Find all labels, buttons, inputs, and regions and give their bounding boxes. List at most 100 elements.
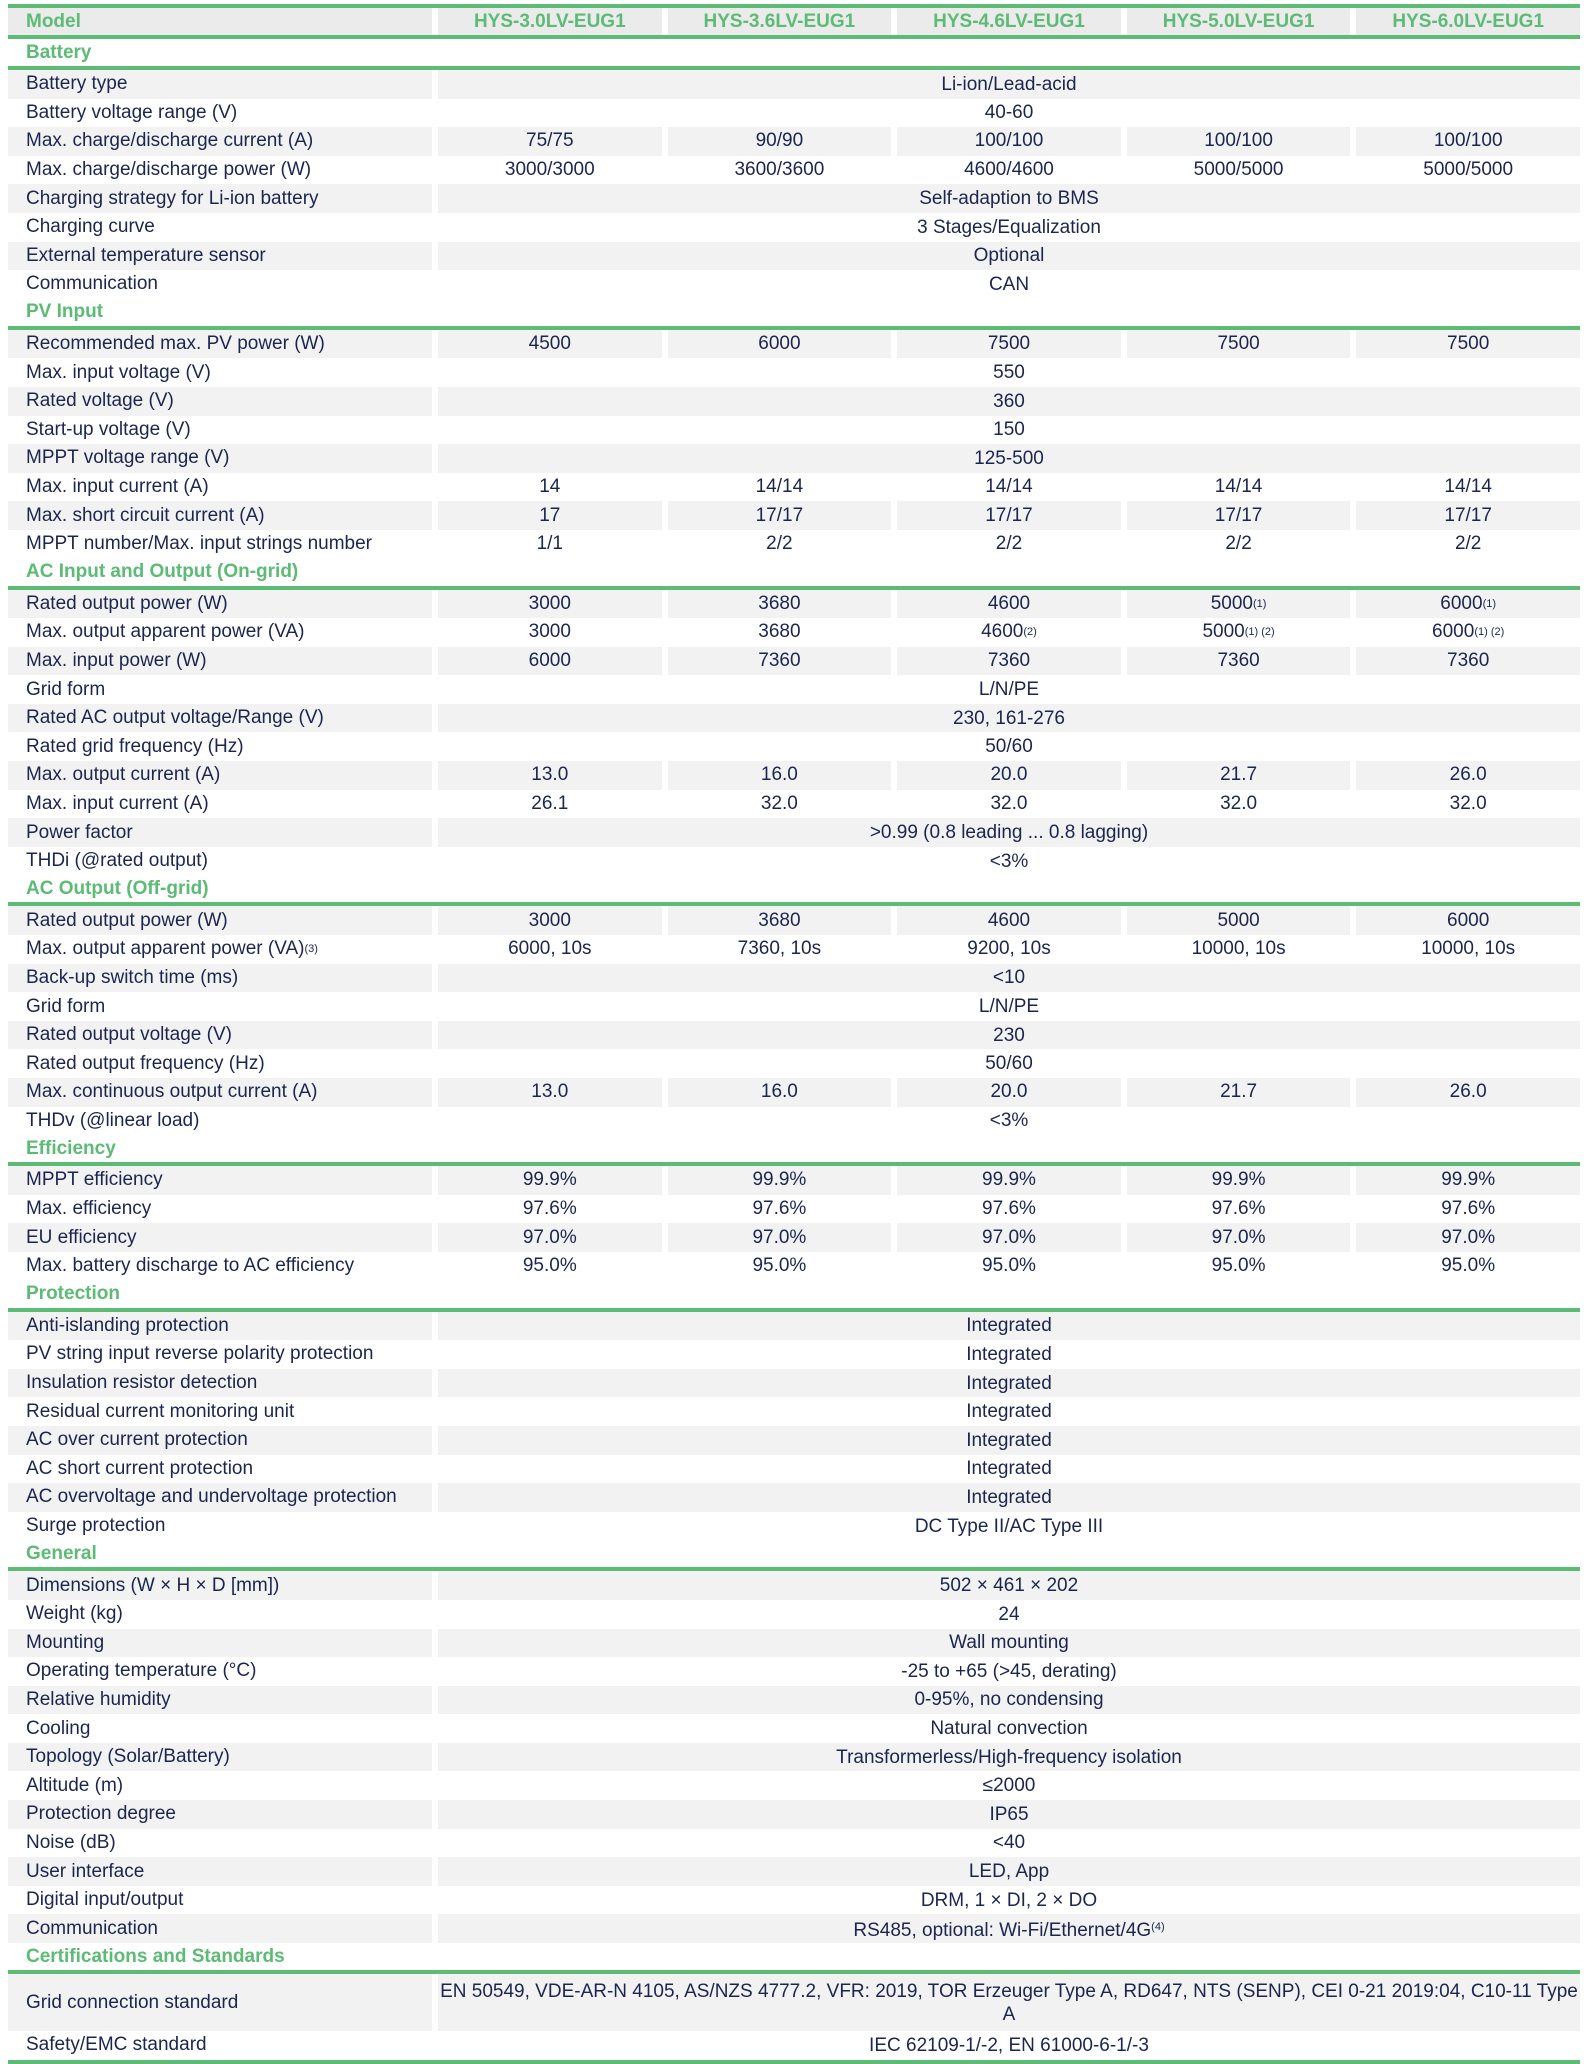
spec-value: 99.9% (897, 1166, 1121, 1195)
spec-value-text: 26.0 (1449, 764, 1487, 786)
spec-label-text: Start-up voltage (V) (26, 418, 191, 440)
section-title-text: Efficiency (26, 1137, 116, 1159)
spec-value-text: Self-adaption to BMS (919, 188, 1099, 210)
spec-label: AC overvoltage and undervoltage protecti… (8, 1483, 432, 1512)
spec-label-text: AC short current protection (26, 1457, 254, 1479)
spec-value-all: Integrated (438, 1397, 1580, 1426)
footnote-marker: (4) (1151, 1920, 1165, 1933)
spec-value: 97.6% (897, 1195, 1121, 1224)
spec-value-text: 7360 (1217, 649, 1260, 671)
spec-value-all: <40 (438, 1829, 1580, 1858)
spec-value: 17/17 (667, 501, 892, 530)
spec-value-text: 2/2 (995, 533, 1023, 555)
spec-value: 95.0% (668, 1252, 892, 1281)
spec-value-text: 2/2 (1454, 533, 1482, 555)
spec-label: Rated output power (W) (8, 589, 432, 619)
spec-value-all: Optional (438, 241, 1580, 271)
spec-value: 4600 (897, 589, 1121, 619)
spec-label: Charging curve (8, 213, 432, 242)
spec-row: Power factor >0.99 (0.8 leading ... 0.8 l… (8, 818, 1580, 847)
spec-label-text: External temperature sensor (26, 244, 266, 266)
spec-label: Operating temperature (°C) (8, 1657, 432, 1686)
spec-value-all: Self-adaption to BMS (438, 184, 1580, 213)
spec-value-text: IP65 (989, 1803, 1029, 1825)
spec-value-text: Li-ion/Lead-acid (941, 73, 1077, 95)
spec-value-text: 5000/5000 (1423, 159, 1514, 181)
spec-value-text: 1/1 (536, 533, 563, 555)
footnote-marker: (1) (1482, 597, 1497, 610)
spec-value: 13.0 (438, 1078, 662, 1107)
spec-row: THDi (@rated output) <3% (8, 847, 1580, 876)
spec-value-text: 3000 (528, 909, 571, 931)
spec-value-wrap: 150 (993, 418, 1025, 441)
footnote-marker: (2) (1023, 626, 1037, 639)
spec-label-text: Max. charge/discharge power (W) (26, 159, 312, 181)
spec-value-wrap: EN 50549, VDE-AR-N 4105, AS/NZS 4777.2, … (438, 1980, 1580, 2026)
spec-label: Max. input voltage (V) (8, 358, 432, 387)
spec-value-wrap: Transformerless/High-frequency isolation (836, 1746, 1182, 1769)
spec-row: Insulation resistor detection Integrated (8, 1368, 1580, 1398)
model-name: HYS-5.0LV-EUG1 (1126, 8, 1351, 35)
spec-label: Rated AC output voltage/Range (V) (8, 703, 432, 733)
spec-value-wrap: 3 Stages/Equalization (917, 216, 1101, 239)
spec-value-text: 14/14 (755, 476, 804, 498)
spec-row: Battery type Li-ion/Lead-acid (8, 70, 1580, 99)
section-header: AC Output (Off-grid) (8, 875, 1580, 907)
spec-label-text: Max. input current (A) (26, 476, 209, 498)
spec-value-text: 97.6% (982, 1198, 1036, 1220)
spec-value-all: IP65 (438, 1800, 1580, 1829)
spec-value-text: 17/17 (985, 504, 1033, 526)
spec-value-wrap: LED, App (969, 1860, 1049, 1883)
spec-value-all: 125-500 (438, 444, 1580, 473)
spec-label: Mounting (8, 1628, 432, 1658)
spec-value-text: 7360 (1447, 649, 1490, 671)
spec-value-text: Integrated (966, 1343, 1052, 1365)
model-name: HYS-3.6LV-EUG1 (667, 8, 892, 35)
spec-value: 97.6% (1356, 1195, 1580, 1224)
section-header: Certifications and Standards (8, 1943, 1580, 1975)
model-name-text: HYS-5.0LV-EUG1 (1162, 10, 1315, 32)
spec-label: Insulation resistor detection (8, 1368, 432, 1398)
spec-value: 3000/3000 (438, 156, 662, 185)
spec-value-text: L/N/PE (978, 996, 1040, 1018)
section-header: General (8, 1540, 1580, 1572)
spec-value-text: Transformerless/High-frequency isolation (836, 1746, 1182, 1768)
spec-label: Max. charge/discharge power (W) (8, 156, 432, 185)
spec-value-text: Integrated (966, 1429, 1052, 1451)
spec-label: Max. input current (A) (8, 473, 432, 502)
spec-value-all: Integrated (438, 1483, 1580, 1512)
spec-value-text: ≤2000 (982, 1775, 1036, 1797)
spec-value: 7500 (1126, 329, 1351, 359)
spec-value-all: LED, App (438, 1857, 1580, 1886)
spec-label: Max. battery discharge to AC efficiency (8, 1252, 432, 1281)
spec-row: Rated AC output voltage/Range (V) 230, 16… (8, 703, 1580, 733)
spec-value: 4600 (897, 906, 1121, 936)
spec-label: Max. short circuit current (A) (8, 501, 432, 530)
spec-value-text: 14/14 (1444, 476, 1492, 498)
spec-value-text: IEC 62109-1/-2, EN 61000-6-1/-3 (869, 2034, 1149, 2056)
spec-label-text: Grid connection standard (26, 1991, 239, 2013)
spec-value-text: 16.0 (760, 1081, 798, 1103)
spec-value: 17/17 (897, 501, 1121, 530)
spec-value-all: 24 (438, 1600, 1580, 1629)
spec-value-text: 97.6% (752, 1198, 807, 1220)
spec-label-text: Power factor (26, 821, 133, 843)
spec-value-all: CAN (438, 270, 1580, 299)
spec-value: 6000 (1356, 906, 1580, 936)
spec-value: 14/14 (1356, 473, 1580, 502)
spec-label: Max. output apparent power (VA) (3) (8, 935, 432, 964)
spec-value-all: 0-95%, no condensing (438, 1685, 1580, 1715)
spec-value-text: 100/100 (1433, 130, 1503, 152)
spec-value-text: 95.0% (1211, 1255, 1266, 1277)
spec-value-text: 97.0% (752, 1226, 807, 1248)
spec-value: 32.0 (897, 790, 1121, 819)
spec-value: 32.0 (1356, 790, 1580, 819)
spec-label: Rated output voltage (V) (8, 1020, 432, 1050)
spec-value-text: 230 (993, 1024, 1025, 1046)
spec-value: 97.0% (897, 1223, 1121, 1252)
spec-value-all: Integrated (438, 1368, 1580, 1398)
section-title: Battery (8, 39, 91, 66)
spec-value-text: 3 Stages/Equalization (917, 216, 1101, 238)
spec-value-all: EN 50549, VDE-AR-N 4105, AS/NZS 4777.2, … (438, 1974, 1580, 2032)
spec-value-text: 2/2 (1225, 533, 1252, 555)
